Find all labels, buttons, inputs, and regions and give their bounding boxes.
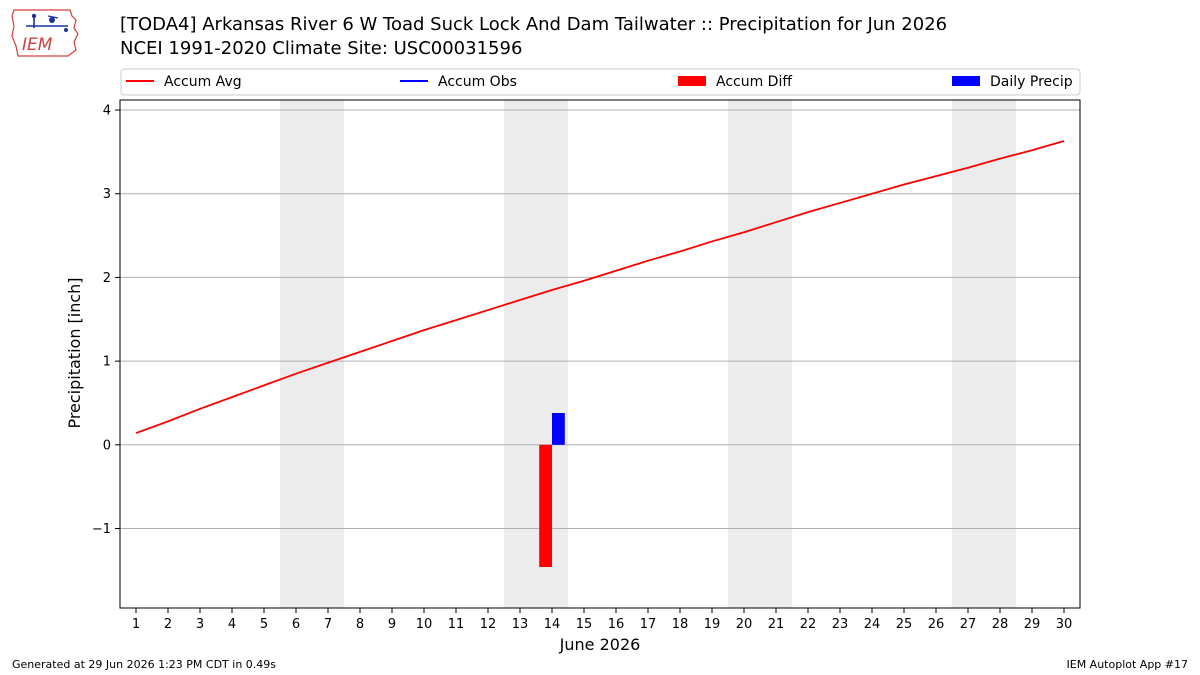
x-axis-label: June 2026 xyxy=(559,635,641,654)
title-line-2: NCEI 1991-2020 Climate Site: USC00031596 xyxy=(120,38,523,59)
x-tick-label-5: 5 xyxy=(260,617,268,632)
x-tick-label-13: 13 xyxy=(512,617,529,632)
x-tick-label-1: 1 xyxy=(132,617,140,632)
legend-swatch-accum-diff xyxy=(678,76,706,86)
y-tick-label--1: −1 xyxy=(92,522,111,537)
y-tick-label-0: 0 xyxy=(103,438,111,453)
generated-timestamp: Generated at 29 Jun 2026 1:23 PM CDT in … xyxy=(12,658,277,671)
x-tick-label-18: 18 xyxy=(672,617,689,632)
legend-label-accum-avg: Accum Avg xyxy=(164,74,242,90)
x-tick-label-24: 24 xyxy=(864,617,881,632)
x-tick-label-15: 15 xyxy=(576,617,593,632)
x-tick-label-16: 16 xyxy=(608,617,625,632)
weekend-shade-13 xyxy=(504,100,568,608)
x-tick-label-10: 10 xyxy=(416,617,433,632)
bar-accum-diff-14 xyxy=(539,444,552,567)
x-tick-label-21: 21 xyxy=(768,617,785,632)
x-tick-label-28: 28 xyxy=(992,617,1009,632)
x-tick-label-14: 14 xyxy=(544,617,561,632)
x-tick-label-9: 9 xyxy=(388,617,396,632)
x-tick-label-22: 22 xyxy=(800,617,817,632)
iem-logo: IEM xyxy=(8,6,80,58)
y-tick-label-4: 4 xyxy=(103,104,111,119)
app-id: IEM Autoplot App #17 xyxy=(1066,658,1189,671)
title-line-1: [TODA4] Arkansas River 6 W Toad Suck Loc… xyxy=(120,14,948,35)
x-tick-label-8: 8 xyxy=(356,617,364,632)
iem-logo-graphic: IEM xyxy=(11,9,79,57)
x-tick-label-3: 3 xyxy=(196,617,204,632)
weekend-shade-20 xyxy=(728,100,792,608)
series-line-accum-avg xyxy=(135,140,1065,434)
legend-box xyxy=(120,68,1081,96)
x-tick-label-6: 6 xyxy=(292,617,300,632)
x-tick-label-25: 25 xyxy=(896,617,913,632)
chart-title: [TODA4] Arkansas River 6 W Toad Suck Loc… xyxy=(120,13,947,61)
x-tick-label-23: 23 xyxy=(832,617,849,632)
y-tick-label-2: 2 xyxy=(103,271,111,286)
x-tick-label-17: 17 xyxy=(640,617,657,632)
x-tick-label-26: 26 xyxy=(928,617,945,632)
plot-frame xyxy=(119,99,1081,609)
x-tick-label-2: 2 xyxy=(164,617,172,632)
x-tick-label-12: 12 xyxy=(480,617,497,632)
x-tick-label-7: 7 xyxy=(324,617,332,632)
x-tick-label-11: 11 xyxy=(448,617,465,632)
x-tick-label-4: 4 xyxy=(228,617,236,632)
weekend-shade-27 xyxy=(952,100,1016,608)
legend-label-daily-precip: Daily Precip xyxy=(990,74,1073,90)
y-axis-label: Precipitation [inch] xyxy=(65,277,84,428)
x-tick-label-29: 29 xyxy=(1024,617,1041,632)
x-tick-label-20: 20 xyxy=(736,617,753,632)
weekend-shade-6 xyxy=(280,100,344,608)
logo-text: IEM xyxy=(22,35,53,55)
legend-label-accum-diff: Accum Diff xyxy=(716,74,792,90)
x-tick-label-30: 30 xyxy=(1056,617,1073,632)
x-tick-label-27: 27 xyxy=(960,617,977,632)
x-tick-label-19: 19 xyxy=(704,617,721,632)
y-tick-label-1: 1 xyxy=(103,355,111,370)
y-tick-label-3: 3 xyxy=(103,187,111,202)
legend: Accum Avg Accum Obs Accum Diff Daily Precip xyxy=(120,68,1081,96)
legend-label-accum-obs: Accum Obs xyxy=(438,74,517,90)
legend-swatch-daily-precip xyxy=(952,76,980,86)
bar-daily-precip-14 xyxy=(552,413,565,445)
